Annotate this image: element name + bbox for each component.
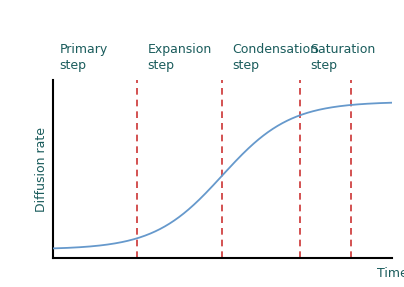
Text: Expansion
step: Expansion step (147, 43, 212, 72)
Text: Saturation
step: Saturation step (310, 43, 376, 72)
Text: Primary
step: Primary step (59, 43, 107, 72)
Text: Condensation
step: Condensation step (232, 43, 318, 72)
X-axis label: Time: Time (377, 267, 404, 280)
Y-axis label: Diffusion rate: Diffusion rate (36, 127, 48, 212)
